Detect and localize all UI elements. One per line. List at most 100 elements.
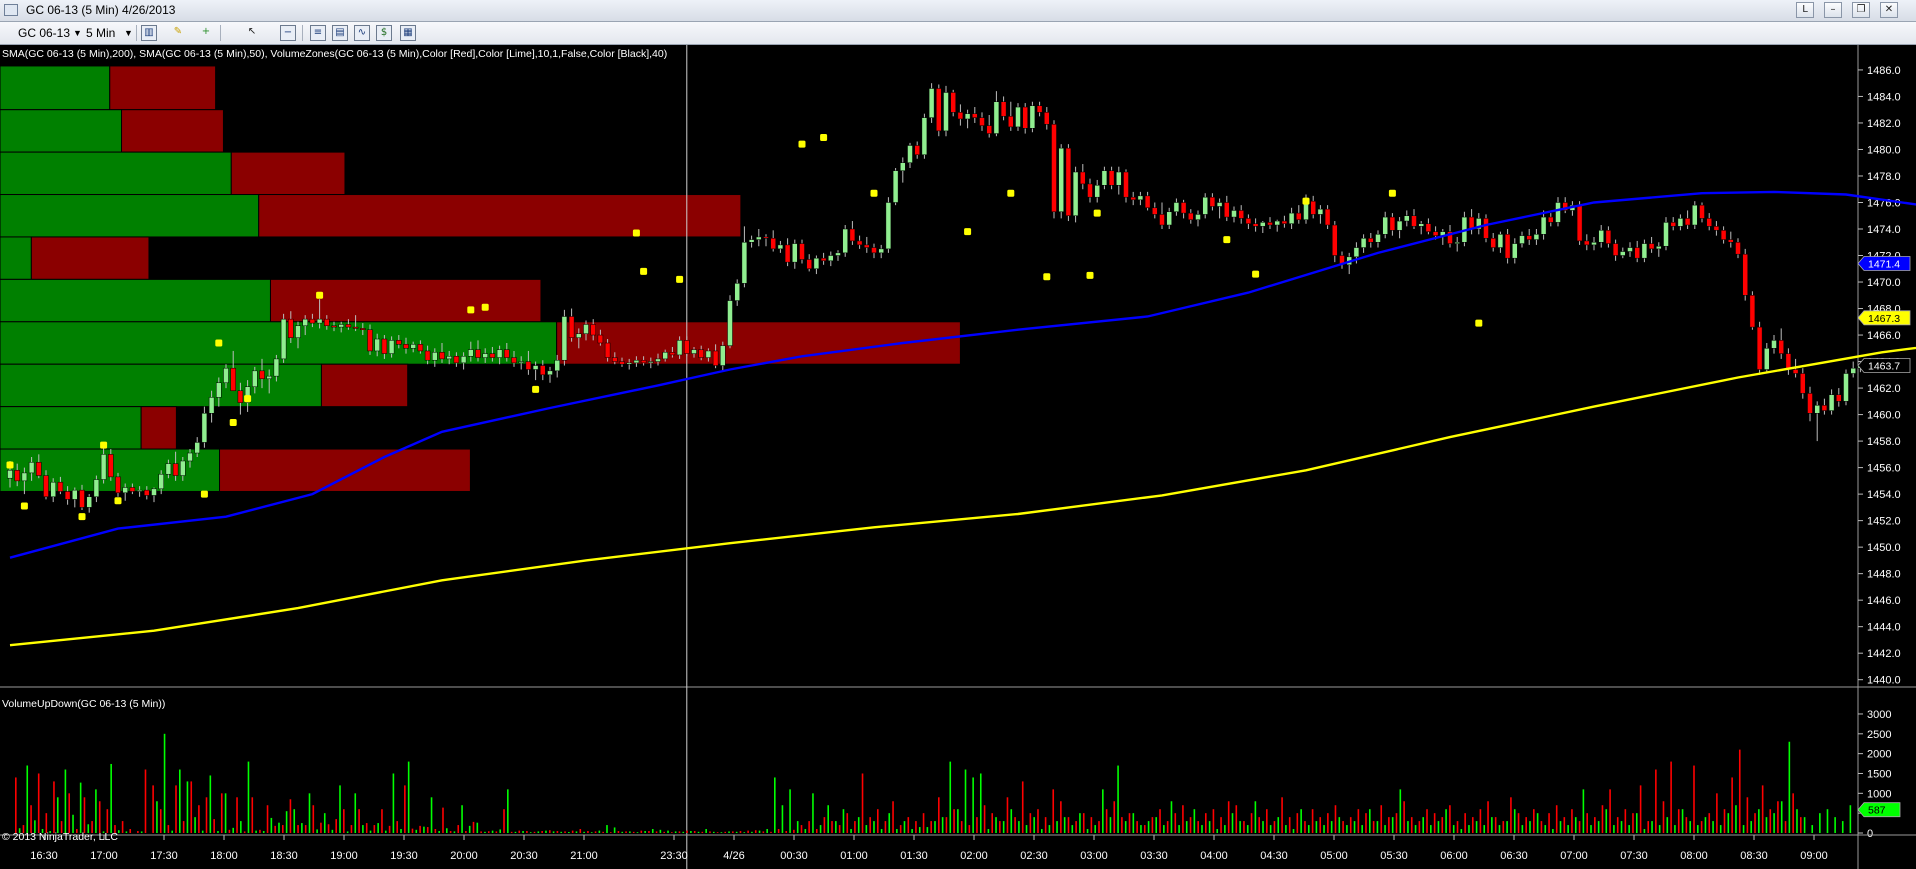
swing-dot [640, 267, 648, 275]
candle-down [784, 244, 791, 263]
price-tick-label: 1442.0 [1867, 648, 1901, 660]
data-box-icon[interactable]: ≡ [310, 25, 326, 41]
strategy-icon[interactable]: $ [376, 25, 392, 41]
candle-up [900, 162, 906, 171]
candle-down [424, 350, 431, 361]
candle-up [1137, 195, 1144, 201]
link-button[interactable]: L [1796, 2, 1814, 18]
candle-down [1742, 253, 1748, 296]
candle-up [338, 324, 344, 328]
time-tick-label: 23:30 [660, 850, 688, 862]
swing-dot [114, 497, 122, 505]
zoom-out-icon[interactable]: − [280, 25, 296, 41]
price-marker [1857, 310, 1911, 326]
price-tick-label: 1486.0 [1867, 65, 1901, 77]
price-tick-label: 1454.0 [1867, 489, 1901, 501]
candle-up [158, 473, 164, 490]
candle-up [72, 489, 78, 500]
candle-down [144, 489, 150, 496]
swing-dot [820, 134, 828, 142]
candle-up [1260, 222, 1266, 227]
volume-last-label: 587 [1868, 805, 1886, 817]
candle-down [1425, 223, 1432, 232]
interval-selector[interactable]: 5 Min [86, 26, 116, 40]
volume-zone-down-bar [320, 363, 409, 408]
candle-down [288, 318, 294, 338]
candle-up [532, 365, 539, 370]
volume-indicator-label: VolumeUpDown(GC 06-13 (5 Min)) [2, 698, 165, 710]
instrument-dropdown-icon[interactable]: ▼ [73, 28, 82, 38]
close-button[interactable]: ✕ [1880, 2, 1898, 18]
candle-up [1598, 230, 1604, 243]
candle-down [475, 349, 481, 358]
volume-tick-label: 1000 [1867, 788, 1891, 800]
candle-down [640, 359, 647, 364]
swing-dot [215, 339, 223, 347]
chart-properties-icon[interactable]: ▤ [332, 25, 348, 41]
volume-zone-down-bar [269, 278, 542, 323]
candle-down [259, 370, 265, 380]
candle-down [1152, 207, 1158, 215]
candle-up [921, 117, 928, 156]
candle-down [1044, 112, 1050, 125]
candle-up [1375, 234, 1381, 243]
candle-down [1490, 238, 1496, 248]
candle-down [1296, 212, 1302, 220]
price-tick-label: 1450.0 [1867, 542, 1901, 554]
candle-down [1324, 208, 1331, 226]
candle-down [799, 243, 805, 260]
candle-down [1180, 202, 1187, 214]
indicator-icon[interactable]: ∿ [354, 25, 370, 41]
candle-up [295, 325, 301, 338]
volume-tick-label: 3000 [1867, 709, 1891, 721]
swing-dots [6, 134, 1483, 521]
candle-up [547, 370, 553, 376]
volume-zone-up-bar [0, 363, 322, 408]
time-tick-label: 07:30 [1620, 850, 1648, 862]
candle-up [964, 113, 971, 120]
candle-up [194, 442, 200, 454]
candle-up [280, 318, 287, 360]
swing-dot [1086, 271, 1094, 279]
candle-down [1108, 170, 1115, 186]
time-axis: 16:30 17:00 17:30 18:00 18:30 19:00 19:30 20:00… [0, 834, 1916, 862]
candle-up [662, 352, 668, 360]
zoom-in-icon[interactable]: + [201, 26, 211, 37]
candle-up [676, 340, 683, 356]
candle-down [1720, 230, 1727, 240]
candle-up [1677, 218, 1684, 227]
volume-tick-label: 0 [1867, 828, 1873, 840]
candle-down [504, 349, 510, 358]
chart-area[interactable]: 1486.01484.01482.01480.01478.01476.01474… [0, 45, 1916, 869]
candle-down [1749, 295, 1756, 328]
volume-zone-down-bar [258, 194, 742, 238]
candle-up [720, 345, 726, 366]
candle-down [417, 344, 424, 352]
swing-dot [870, 189, 878, 197]
candle-up [907, 145, 913, 163]
swing-dot [1007, 189, 1015, 197]
candle-up [1540, 216, 1547, 235]
candle-down [619, 361, 625, 365]
minimize-button[interactable]: – [1824, 2, 1842, 18]
candle-down [1051, 124, 1057, 213]
candle-down [957, 112, 964, 120]
sma-50-line [9, 190, 1916, 559]
instrument-selector[interactable]: GC 06-13 [18, 26, 71, 40]
bar-style-icon[interactable]: ▥ [141, 25, 157, 41]
candle-down [1368, 238, 1374, 243]
volume-zone-down-bar [556, 321, 961, 365]
time-tick-label: 05:00 [1320, 850, 1348, 862]
toolbar-separator [302, 25, 303, 41]
candle-down [1281, 220, 1288, 224]
candle-down [1159, 214, 1165, 226]
candle-down [1483, 218, 1489, 239]
interval-dropdown-icon[interactable]: ▼ [124, 28, 133, 38]
template-icon[interactable]: ▦ [400, 25, 416, 41]
time-tick-label: 4/26 [723, 850, 744, 862]
pointer-icon[interactable]: ↖ [247, 26, 257, 37]
time-tick-label: 19:30 [390, 850, 418, 862]
draw-tool-icon[interactable]: ✎ [173, 26, 183, 37]
price-tick-label: 1444.0 [1867, 622, 1901, 634]
maximize-button[interactable]: ❐ [1852, 2, 1870, 18]
